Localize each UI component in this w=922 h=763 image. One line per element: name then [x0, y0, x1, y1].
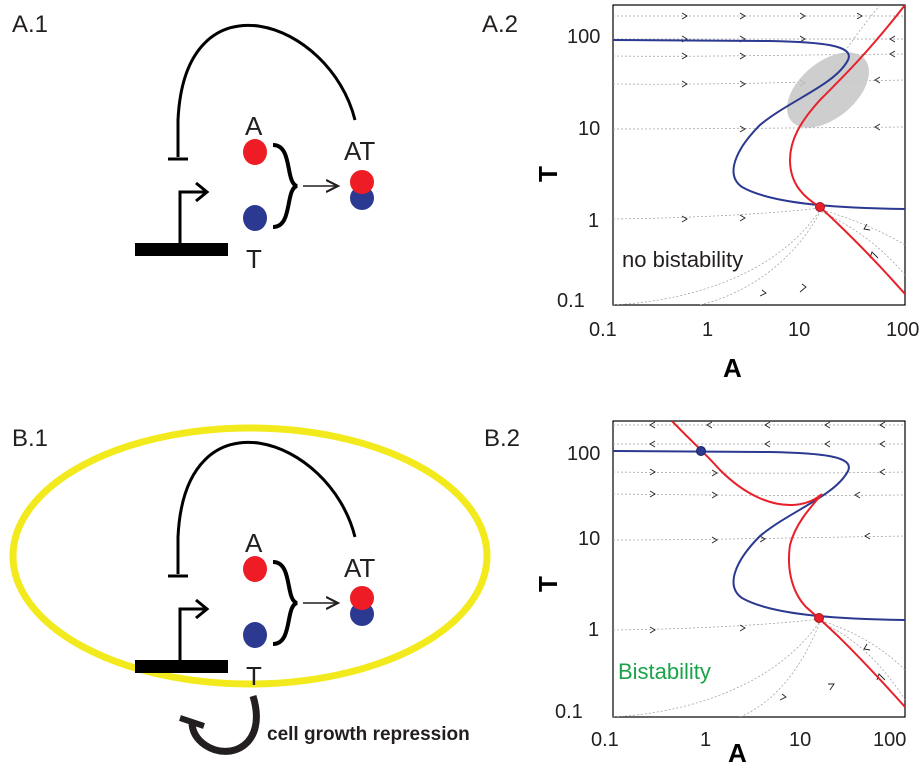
x-axis-title-a2: A [723, 353, 742, 383]
flow-line [613, 535, 905, 541]
flow-line [613, 471, 905, 474]
flow-line [613, 493, 905, 496]
x-tick: 1 [702, 319, 713, 341]
species-a-dot [243, 139, 267, 165]
y-tick: 1 [588, 619, 599, 641]
flow-line [739, 621, 821, 717]
species-a-dot [243, 556, 267, 582]
fixed-point-upper-b2 [696, 446, 706, 456]
brace-icon [272, 560, 299, 646]
flow-line [699, 211, 821, 305]
nullcline-t-a2 [613, 39, 905, 210]
species-t-dot [243, 205, 267, 231]
flow-line [613, 53, 905, 57]
complex-label: AT [344, 136, 375, 166]
plot-frame-b2 [612, 420, 906, 718]
growth-repression-arc [188, 694, 260, 755]
cell-membrane-ellipse [9, 424, 491, 688]
repression-arc [176, 441, 357, 574]
flow-line [821, 620, 905, 671]
species-t-dot [243, 622, 267, 648]
species-t-label: T [246, 244, 262, 274]
brace-icon [272, 143, 299, 229]
flow-line [613, 207, 821, 220]
panel-b2: B.2 [484, 420, 906, 763]
annotation-no-bistability: no bistability [622, 247, 743, 272]
flow-arrows-a2 [681, 12, 896, 297]
repression-arc [176, 24, 357, 157]
x-tick: 0.1 [591, 729, 619, 751]
promoter-bar [135, 660, 228, 673]
growth-repression-label: cell growth repression [267, 724, 470, 745]
x-tick: 1 [700, 729, 711, 751]
panel-a1: A.1 A T AT [12, 11, 375, 274]
complex-label: AT [344, 553, 375, 583]
flow-line [821, 209, 905, 246]
y-tick: 0.1 [555, 701, 583, 723]
flow-line [613, 126, 905, 130]
promoter-arrow-icon [178, 190, 205, 243]
flow-line [821, 211, 905, 276]
growth-repression-bar-icon [179, 715, 205, 729]
x-tick: 100 [886, 319, 919, 341]
y-tick: 10 [578, 528, 600, 550]
panel-label-a2: A.2 [482, 11, 518, 38]
panel-b1: B.1 A T AT cell growth repression [9, 424, 491, 755]
panel-label-a1: A.1 [12, 11, 48, 38]
flow-line [613, 209, 821, 305]
flow-line [613, 620, 821, 717]
y-tick: 1 [588, 210, 599, 232]
nullcline-t-b2 [613, 450, 905, 621]
complex-a-dot [350, 586, 374, 610]
species-a-label: A [245, 111, 263, 141]
bistability-region-ellipse [787, 52, 869, 128]
panel-label-b2: B.2 [484, 425, 520, 452]
species-t-label: T [246, 661, 262, 691]
nullcline-a-a2 [788, 5, 905, 295]
promoter-arrowhead-icon [195, 598, 210, 620]
flow-line [613, 618, 821, 631]
x-tick: 10 [789, 729, 811, 751]
y-tick: 10 [578, 118, 600, 140]
flow-arrows-b2 [649, 421, 886, 701]
fixed-point-a2 [815, 202, 825, 212]
x-tick: 0.1 [589, 319, 617, 341]
x-tick: 10 [788, 319, 810, 341]
y-tick: 100 [567, 443, 600, 465]
y-axis-title-a2: T [533, 166, 563, 182]
promoter-arrow-icon [178, 607, 205, 660]
flow-field-b2 [613, 421, 905, 717]
panel-label-b1: B.1 [12, 425, 48, 452]
x-tick: 100 [873, 729, 906, 751]
y-axis-title-b2: T [533, 576, 563, 592]
promoter-bar [135, 243, 228, 256]
flow-line [819, 5, 881, 101]
plot-frame-a2 [612, 4, 906, 306]
complex-a-dot [350, 170, 374, 194]
fixed-point-lower-b2 [814, 613, 824, 623]
panel-a2: A.2 [482, 4, 919, 383]
promoter-arrowhead-icon [195, 181, 210, 203]
y-tick: 100 [567, 26, 600, 48]
nullcline-a-b2 [671, 421, 905, 708]
flow-line [821, 622, 905, 701]
y-tick: 0.1 [557, 290, 585, 312]
annotation-bistability: Bistability [618, 659, 711, 684]
x-axis-title-b2: A [728, 738, 747, 763]
species-a-label: A [245, 528, 263, 558]
